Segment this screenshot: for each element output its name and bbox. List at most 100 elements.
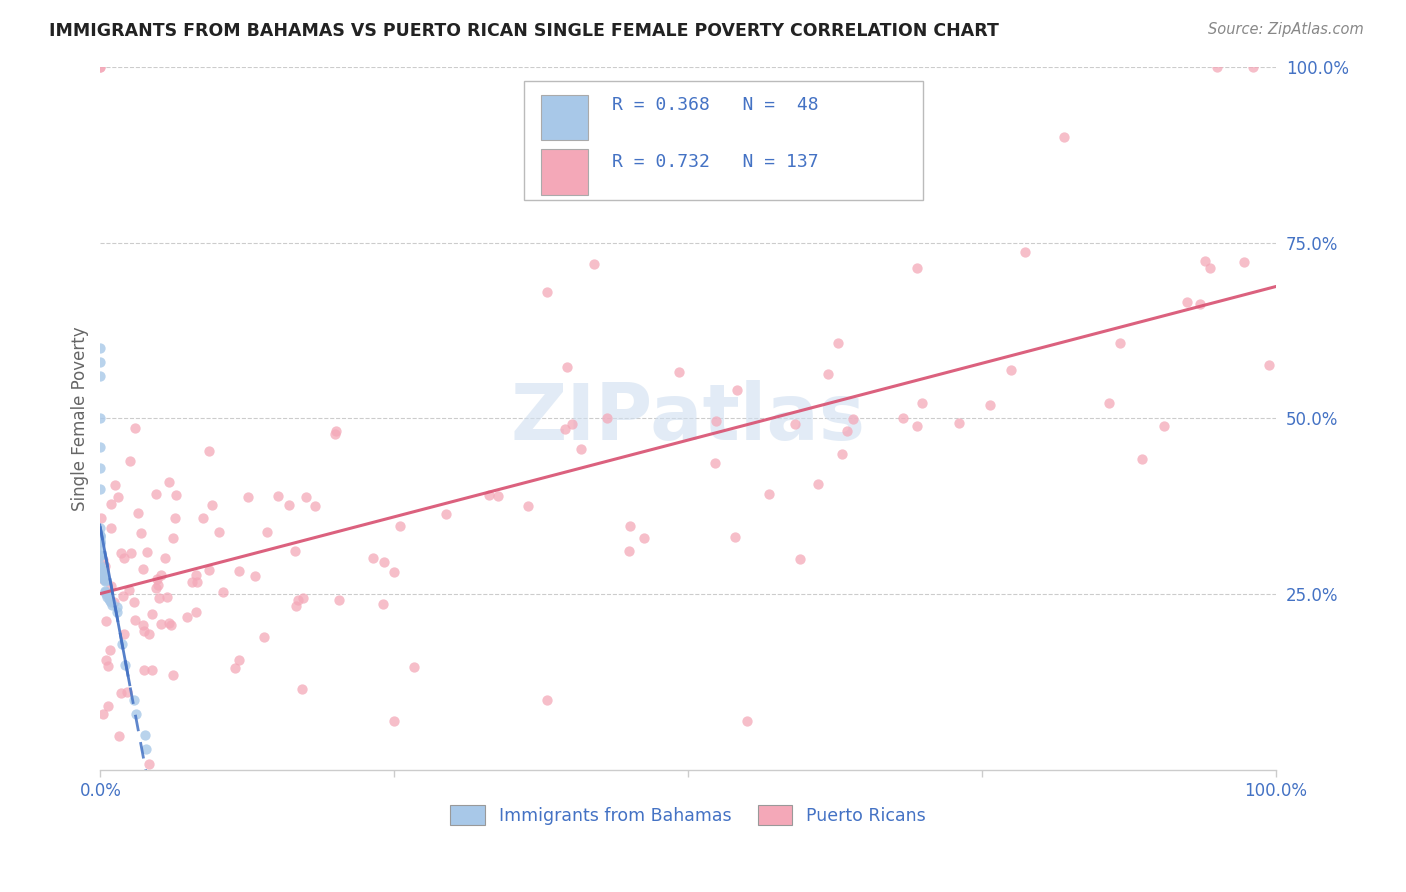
Point [91, 566, 114, 581]
Point [89, 536, 111, 550]
Point [253, 631, 276, 645]
Point [135, 742, 157, 756]
Point [89, 548, 111, 562]
Point [118, 454, 141, 468]
Point [159, 615, 181, 630]
Point [89, 561, 111, 575]
Point [724, 529, 747, 543]
Point [703, 456, 725, 470]
Point [256, 525, 278, 540]
Point [905, 419, 928, 434]
Point [89, 482, 111, 496]
Point [228, 564, 250, 578]
Point [110, 546, 132, 560]
Point [668, 366, 690, 380]
Point [434, 507, 457, 521]
FancyBboxPatch shape [541, 95, 588, 141]
Point [108, 730, 131, 744]
Point [1132, 451, 1154, 466]
Point [89, 558, 111, 572]
Point [382, 714, 405, 728]
Point [141, 664, 163, 678]
Point [91, 572, 114, 586]
Point [325, 425, 347, 439]
Point [138, 627, 160, 641]
Point [1014, 244, 1036, 259]
Point [146, 572, 169, 586]
Point [93, 572, 115, 586]
Point [979, 398, 1001, 412]
Point [132, 617, 155, 632]
Point [96, 587, 118, 601]
Point [402, 660, 425, 674]
Point [735, 714, 758, 728]
Point [583, 257, 606, 271]
Point [758, 487, 780, 501]
Point [1199, 261, 1222, 276]
Point [98, 594, 121, 608]
Point [1258, 359, 1281, 373]
Point [373, 555, 395, 569]
Point [89, 548, 111, 562]
Point [100, 579, 122, 593]
Point [1194, 253, 1216, 268]
Point [98, 643, 121, 657]
Point [295, 490, 318, 504]
Point [361, 551, 384, 566]
Point [89, 521, 111, 535]
Point [725, 383, 748, 397]
Point [596, 410, 619, 425]
Point [94, 584, 117, 599]
Point [561, 417, 583, 431]
Point [1097, 396, 1119, 410]
Point [905, 260, 928, 275]
Point [105, 599, 128, 614]
Point [89, 369, 111, 384]
Point [278, 498, 301, 512]
Point [1153, 418, 1175, 433]
Point [103, 595, 125, 609]
Point [287, 593, 309, 607]
Point [89, 546, 111, 560]
Point [94, 653, 117, 667]
Text: IMMIGRANTS FROM BAHAMAS VS PUERTO RICAN SINGLE FEMALE POVERTY CORRELATION CHART: IMMIGRANTS FROM BAHAMAS VS PUERTO RICAN … [49, 22, 1000, 40]
Point [110, 686, 132, 700]
Point [486, 490, 509, 504]
Point [165, 488, 187, 502]
Point [141, 607, 163, 621]
Point [100, 520, 122, 534]
Point [104, 478, 127, 492]
Point [1000, 363, 1022, 377]
Point [1206, 60, 1229, 74]
Point [911, 396, 934, 410]
Point [619, 519, 641, 533]
Point [122, 595, 145, 609]
Point [827, 335, 849, 350]
Text: R = 0.732   N = 137: R = 0.732 N = 137 [612, 153, 818, 170]
Point [1108, 336, 1130, 351]
Point [184, 605, 207, 619]
Point [157, 475, 180, 489]
Point [198, 443, 221, 458]
Point [93, 572, 115, 586]
Point [160, 618, 183, 632]
Point [304, 499, 326, 513]
Point [148, 578, 170, 592]
Point [807, 477, 830, 491]
Text: R = 0.368   N =  48: R = 0.368 N = 48 [612, 96, 818, 114]
Point [89, 60, 111, 74]
Point [831, 446, 853, 460]
Point [124, 613, 146, 627]
Point [633, 531, 655, 545]
Point [89, 411, 111, 425]
Point [554, 422, 576, 436]
Point [107, 490, 129, 504]
Point [122, 693, 145, 707]
Point [111, 637, 134, 651]
Point [145, 581, 167, 595]
Point [197, 563, 219, 577]
Point [162, 532, 184, 546]
Point [149, 617, 172, 632]
Point [891, 411, 914, 425]
Point [93, 572, 115, 586]
